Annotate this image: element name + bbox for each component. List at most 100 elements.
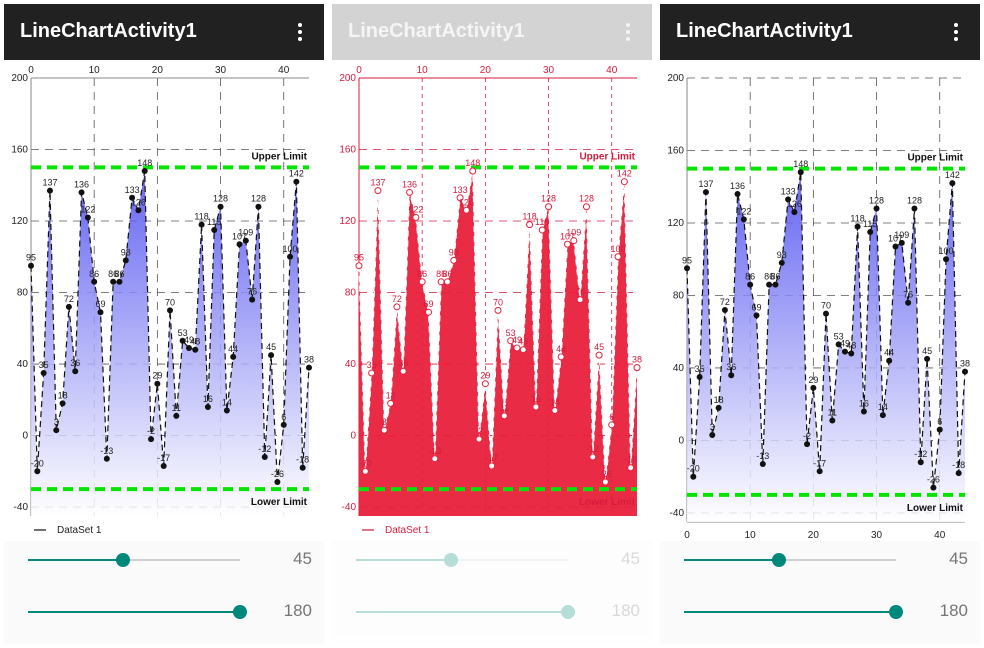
data-label: 53 xyxy=(834,331,844,341)
data-point xyxy=(962,368,968,375)
x-tick-label: 20 xyxy=(152,65,164,76)
data-point xyxy=(823,310,829,317)
phone-screen-right: LineChartActivity1 -40 0 40 80 120 160 200 0 10 2… xyxy=(660,4,980,644)
data-label: 148 xyxy=(137,158,152,168)
series-line xyxy=(30,170,310,483)
line-chart[interactable]: -40 0 40 80 120 160 200 0 10 20 30 40 Upper Limit Low… xyxy=(660,60,980,541)
seekbar-x-value: 45 xyxy=(293,549,312,568)
seekbar-x[interactable] xyxy=(684,550,896,570)
y-tick-label: 40 xyxy=(17,359,29,370)
data-point xyxy=(249,296,256,303)
y-tick-label: 120 xyxy=(11,216,28,227)
data-point xyxy=(690,473,697,480)
data-point xyxy=(223,407,230,414)
x-tick-label: 0 xyxy=(356,65,362,76)
seekbar-x[interactable] xyxy=(28,550,240,570)
x-tick-label: 0 xyxy=(28,65,34,76)
data-point xyxy=(917,459,924,466)
seekbar-thumb[interactable] xyxy=(561,605,575,619)
x-tick-label: 10 xyxy=(89,65,101,76)
data-label: 86 xyxy=(417,269,427,279)
data-point xyxy=(595,351,603,359)
data-point xyxy=(211,226,218,233)
data-label: 11 xyxy=(828,408,837,418)
data-point xyxy=(274,479,281,486)
data-point xyxy=(475,435,483,443)
data-label: 18 xyxy=(58,390,68,400)
overflow-menu-icon[interactable] xyxy=(288,20,312,44)
line-chart[interactable]: -40 0 40 80 120 160 200 0 10 20 30 40 Upper Limit Low… xyxy=(332,60,652,541)
data-point xyxy=(551,407,559,415)
data-label: 142 xyxy=(289,169,304,179)
data-label: -2 xyxy=(475,426,483,436)
data-label: 107 xyxy=(560,231,575,241)
seekbar-thumb[interactable] xyxy=(889,605,903,619)
y-tick-label: 200 xyxy=(667,73,684,84)
y-tick-label: 120 xyxy=(667,218,684,229)
limit-label: Lower Limit xyxy=(907,503,964,514)
seekbar-x-value: 45 xyxy=(621,549,640,568)
data-label: 49 xyxy=(184,335,194,345)
data-label: 86 xyxy=(114,269,124,279)
data-point xyxy=(462,206,470,214)
seekbar-thumb[interactable] xyxy=(233,605,247,619)
seekbar-y-value: 180 xyxy=(611,601,640,620)
data-point xyxy=(873,205,880,212)
data-point xyxy=(854,223,861,230)
data-point xyxy=(721,306,728,313)
data-label: 48 xyxy=(846,340,856,350)
data-point xyxy=(791,209,798,216)
data-point xyxy=(129,194,136,201)
data-label: 115 xyxy=(535,217,549,227)
data-label: 35 xyxy=(695,364,705,374)
data-label: -17 xyxy=(157,453,170,463)
data-label: 44 xyxy=(228,344,238,354)
data-label: 16 xyxy=(203,394,213,404)
overflow-menu-icon[interactable] xyxy=(944,20,968,44)
data-label: 48 xyxy=(190,337,200,347)
data-point xyxy=(204,403,211,410)
data-label: 100 xyxy=(939,246,954,256)
seekbar-thumb[interactable] xyxy=(116,553,131,567)
seekbar-thumb[interactable] xyxy=(772,553,787,567)
data-label: 133 xyxy=(781,186,796,196)
data-point xyxy=(614,253,622,261)
data-point xyxy=(532,403,540,411)
data-point xyxy=(860,408,867,415)
data-label: 126 xyxy=(459,197,474,207)
seekbar-y[interactable] xyxy=(356,602,575,622)
app-title: LineChartActivity1 xyxy=(676,20,853,42)
overflow-menu-icon[interactable] xyxy=(616,20,640,44)
seekbar-x[interactable] xyxy=(356,550,568,570)
data-point xyxy=(778,259,785,266)
data-point xyxy=(230,353,237,360)
data-label: -12 xyxy=(258,444,271,454)
legend-label: DataSet 1 xyxy=(57,525,102,536)
data-label: 115 xyxy=(863,219,877,229)
data-point xyxy=(293,178,300,185)
data-label: 29 xyxy=(152,371,162,381)
data-label: 11 xyxy=(172,403,181,413)
data-point xyxy=(167,307,173,314)
data-label: 14 xyxy=(878,402,888,412)
x-tick-label: 10 xyxy=(745,530,757,541)
data-point xyxy=(911,205,918,212)
line-chart[interactable]: -40 0 40 80 120 160 200 0 10 20 30 40 Upper Limit Low… xyxy=(4,60,324,541)
seekbar-y[interactable] xyxy=(28,602,247,622)
data-label: 100 xyxy=(611,244,626,254)
data-point xyxy=(135,207,142,214)
data-point xyxy=(287,253,294,260)
seekbar-thumb[interactable] xyxy=(444,553,459,567)
data-label: 98 xyxy=(777,250,787,260)
data-point xyxy=(53,427,60,434)
data-label: 35 xyxy=(39,360,49,370)
seekbar-y[interactable] xyxy=(684,602,903,622)
data-point xyxy=(570,237,578,245)
series-line xyxy=(358,170,638,483)
data-point xyxy=(627,464,635,472)
app-title: LineChartActivity1 xyxy=(348,20,525,42)
data-label: 118 xyxy=(522,212,536,222)
